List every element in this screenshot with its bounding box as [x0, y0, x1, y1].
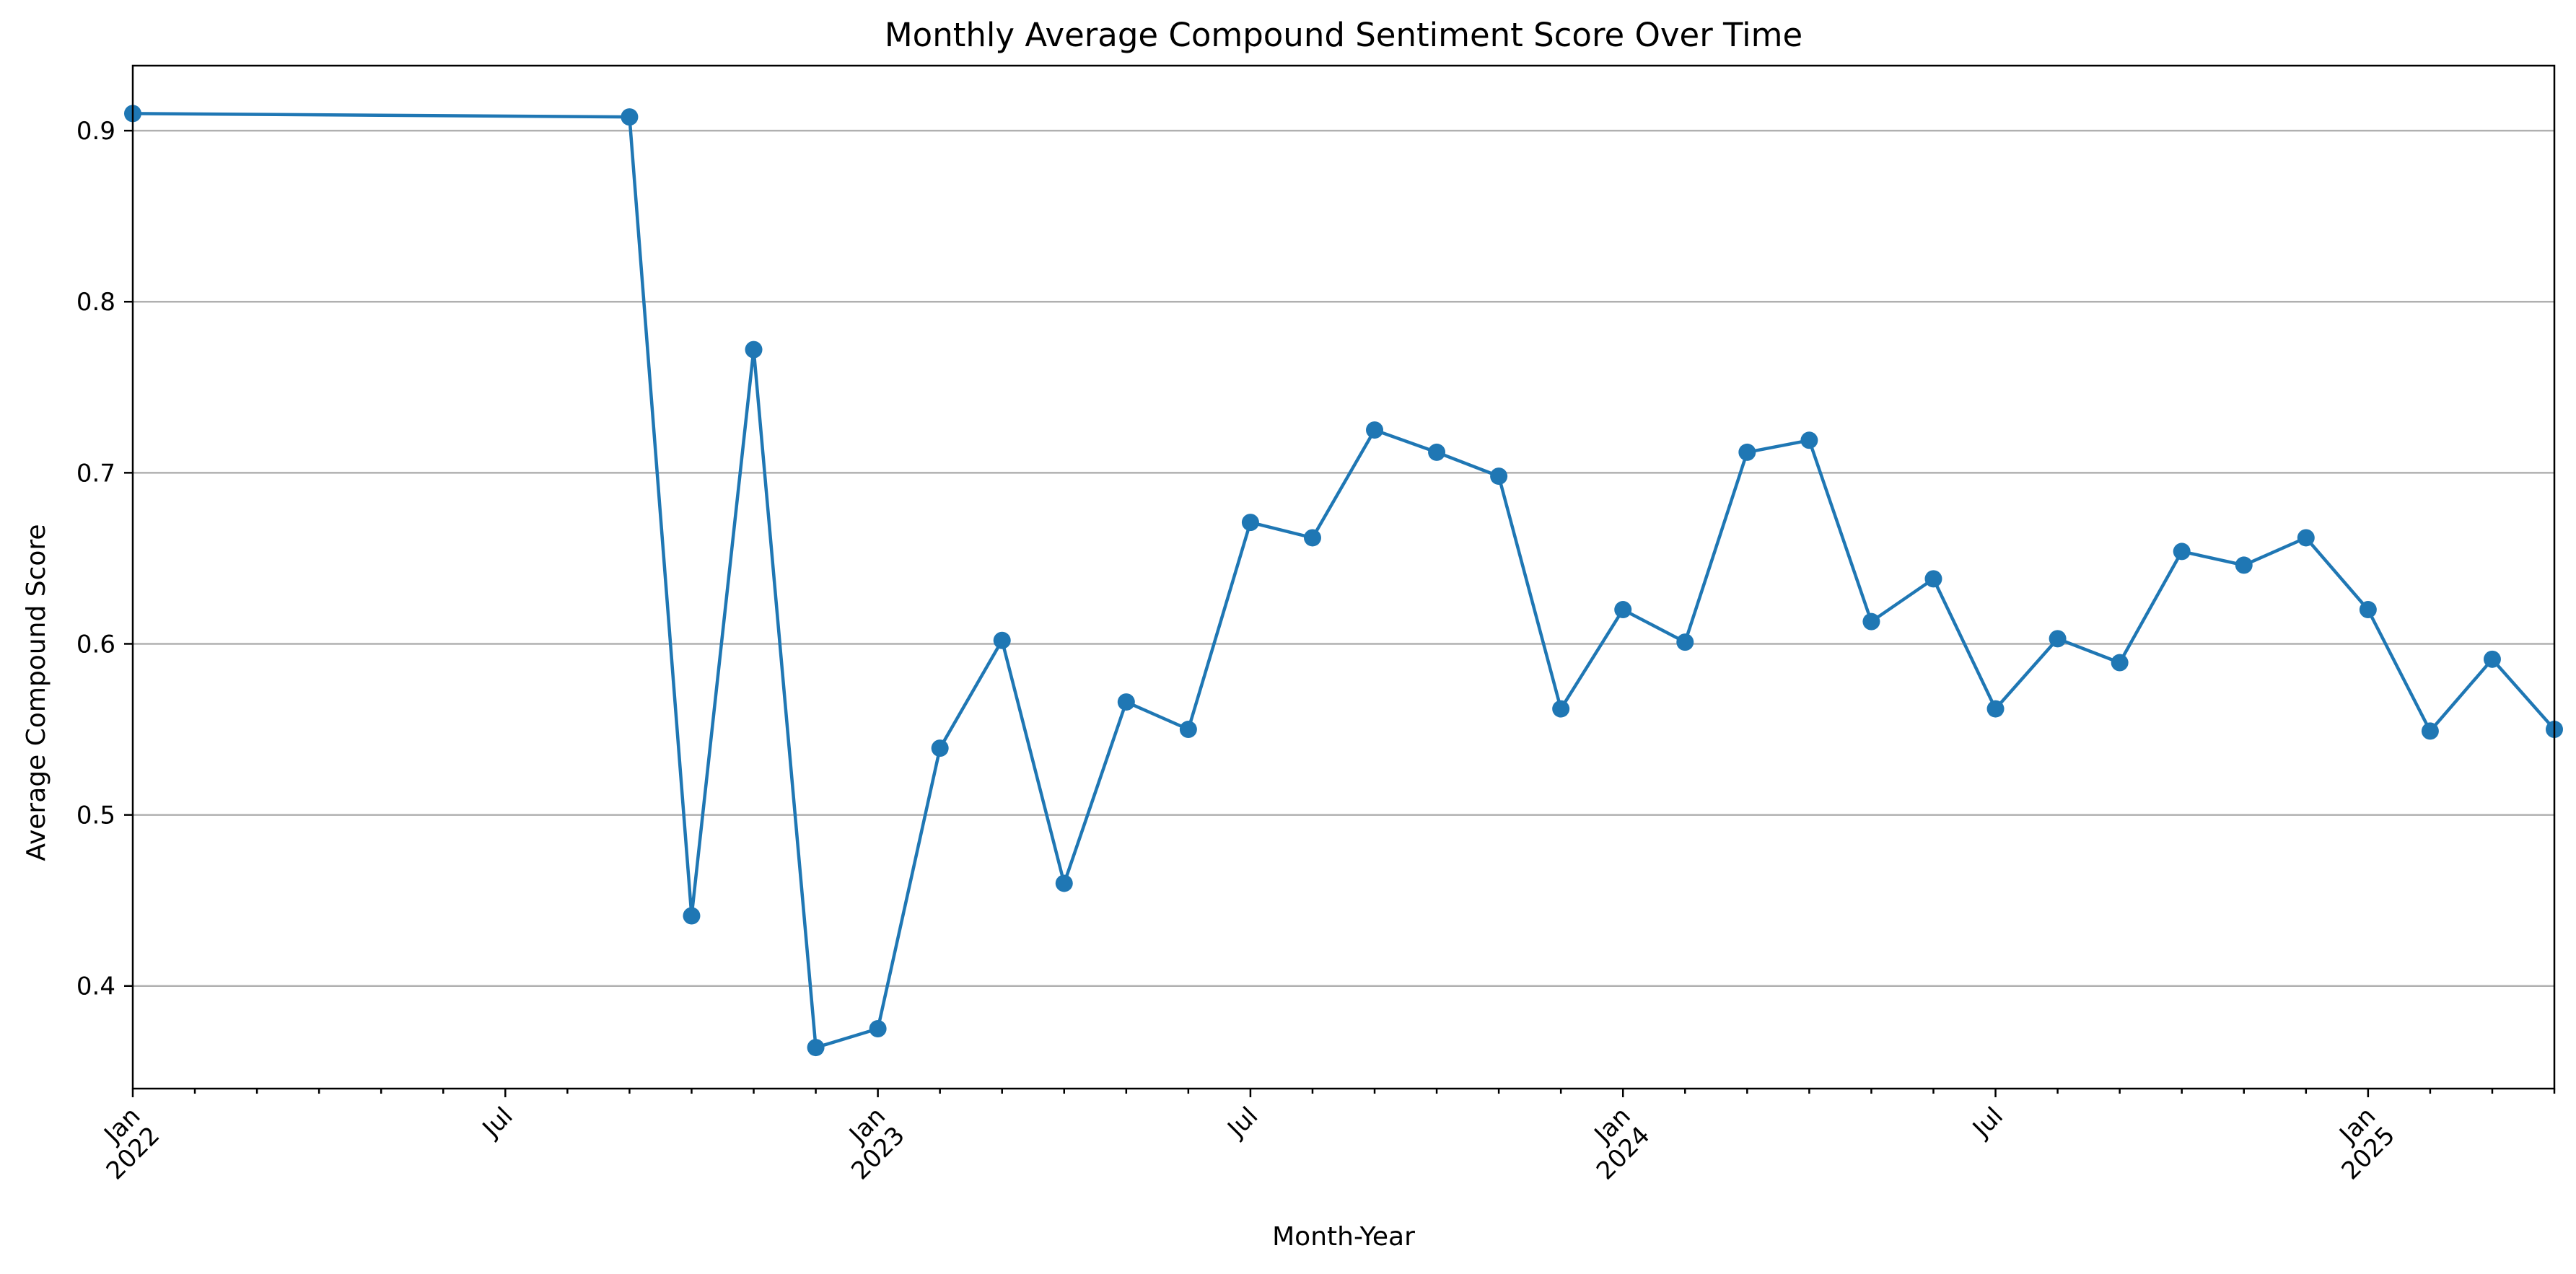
x-axis-ticks: Jan2022 Jul Jan2023 Jul Jan2024 Jul Jan2025 [82, 1089, 2556, 1185]
data-point [1366, 421, 1384, 439]
data-point [1241, 514, 1259, 532]
x-tick-label: Jan2023 [827, 1102, 911, 1185]
y-tick-label: 0.8 [76, 288, 115, 317]
x-tick-label: Jul [1966, 1102, 2009, 1144]
data-point [1986, 700, 2005, 718]
chart-title: Monthly Average Compound Sentiment Score… [885, 16, 1802, 54]
x-tick-label: Jan2025 [2317, 1102, 2401, 1185]
data-point [2483, 650, 2501, 668]
data-point [621, 108, 639, 126]
x-axis-label: Month-Year [1272, 1222, 1415, 1252]
data-point [745, 341, 763, 359]
data-point [1303, 529, 1321, 547]
x-tick-label: Jan2022 [82, 1102, 165, 1185]
data-point [2235, 556, 2253, 574]
y-axis-label: Average Compound Score [22, 524, 51, 861]
data-point [1490, 467, 1508, 486]
y-tick-label: 0.4 [76, 972, 115, 1001]
data-point [807, 1039, 825, 1057]
data-point [1800, 431, 1818, 449]
y-tick-label: 0.9 [76, 117, 115, 146]
data-point [1179, 721, 1197, 739]
data-point [1862, 612, 1880, 631]
y-tick-label: 0.6 [76, 630, 115, 659]
data-point [683, 907, 701, 925]
x-tick-label: Jan2024 [1572, 1102, 1655, 1185]
plot-frame [131, 64, 2556, 1090]
data-point [2111, 654, 2129, 672]
data-point [993, 631, 1011, 649]
data-point [2173, 542, 2191, 561]
data-point [2359, 601, 2377, 619]
data-point [931, 739, 949, 757]
data-point [1614, 601, 1632, 619]
data-point [1055, 874, 1073, 892]
series-line [132, 112, 2556, 1050]
x-tick-label: Jul [476, 1102, 519, 1144]
data-point [869, 1020, 887, 1038]
data-point [1676, 633, 1694, 651]
data-point [1552, 700, 1570, 718]
x-tick-label: Jul [1222, 1102, 1264, 1144]
grid-lines [133, 129, 2554, 987]
data-point [2297, 529, 2315, 547]
data-point [1924, 570, 1942, 588]
y-tick-label: 0.5 [76, 801, 115, 830]
plot-area [124, 105, 2563, 1057]
y-axis-ticks: 0.4 0.5 0.6 0.7 0.8 0.9 [76, 117, 133, 1001]
y-tick-label: 0.7 [76, 459, 115, 488]
data-point [2049, 630, 2067, 648]
data-point [1428, 443, 1446, 461]
data-point [1117, 693, 1135, 711]
data-point [1738, 443, 1756, 461]
data-point [2421, 722, 2439, 740]
